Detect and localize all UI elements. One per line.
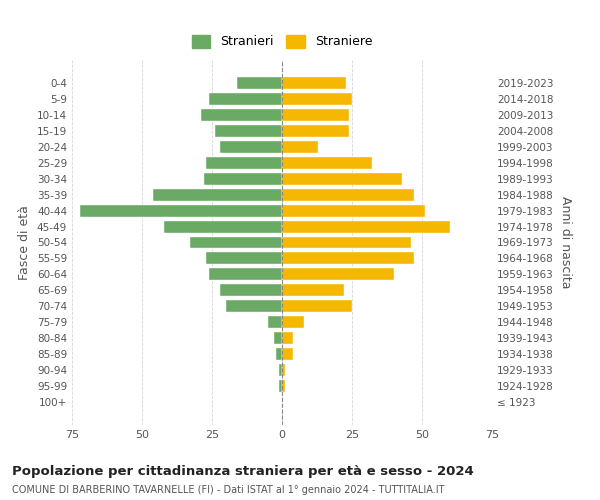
Bar (282, 156, 371, 168)
Bar (153, 188, 282, 200)
Bar (279, 380, 282, 392)
Bar (277, 348, 282, 360)
Bar (274, 332, 282, 344)
Bar (268, 316, 282, 328)
Bar (282, 252, 413, 264)
Bar (282, 172, 403, 184)
Bar (282, 300, 352, 312)
Bar (282, 348, 293, 360)
Legend: Stranieri, Straniere: Stranieri, Straniere (187, 30, 377, 54)
Bar (215, 124, 282, 136)
Bar (237, 76, 282, 88)
Bar (220, 140, 282, 152)
Y-axis label: Fasce di età: Fasce di età (19, 205, 31, 280)
Bar (279, 364, 282, 376)
Bar (282, 204, 425, 216)
Y-axis label: Anni di nascita: Anni di nascita (559, 196, 572, 289)
Bar (282, 268, 394, 280)
Bar (282, 220, 450, 232)
Bar (209, 268, 282, 280)
Bar (209, 92, 282, 104)
Bar (190, 236, 282, 248)
Bar (80, 204, 282, 216)
Bar (206, 156, 282, 168)
Bar (282, 380, 285, 392)
Bar (282, 364, 285, 376)
Bar (282, 236, 411, 248)
Bar (282, 92, 352, 104)
Bar (282, 108, 349, 120)
Bar (203, 172, 282, 184)
Bar (282, 284, 344, 296)
Bar (282, 188, 413, 200)
Bar (226, 300, 282, 312)
Bar (164, 220, 282, 232)
Bar (282, 140, 319, 152)
Bar (201, 108, 282, 120)
Text: COMUNE DI BARBERINO TAVARNELLE (FI) - Dati ISTAT al 1° gennaio 2024 - TUTTITALIA: COMUNE DI BARBERINO TAVARNELLE (FI) - Da… (12, 485, 445, 495)
Bar (206, 252, 282, 264)
Bar (282, 76, 346, 88)
Bar (282, 316, 304, 328)
Bar (220, 284, 282, 296)
Text: Popolazione per cittadinanza straniera per età e sesso - 2024: Popolazione per cittadinanza straniera p… (12, 465, 474, 478)
Bar (282, 332, 293, 344)
Bar (282, 124, 349, 136)
